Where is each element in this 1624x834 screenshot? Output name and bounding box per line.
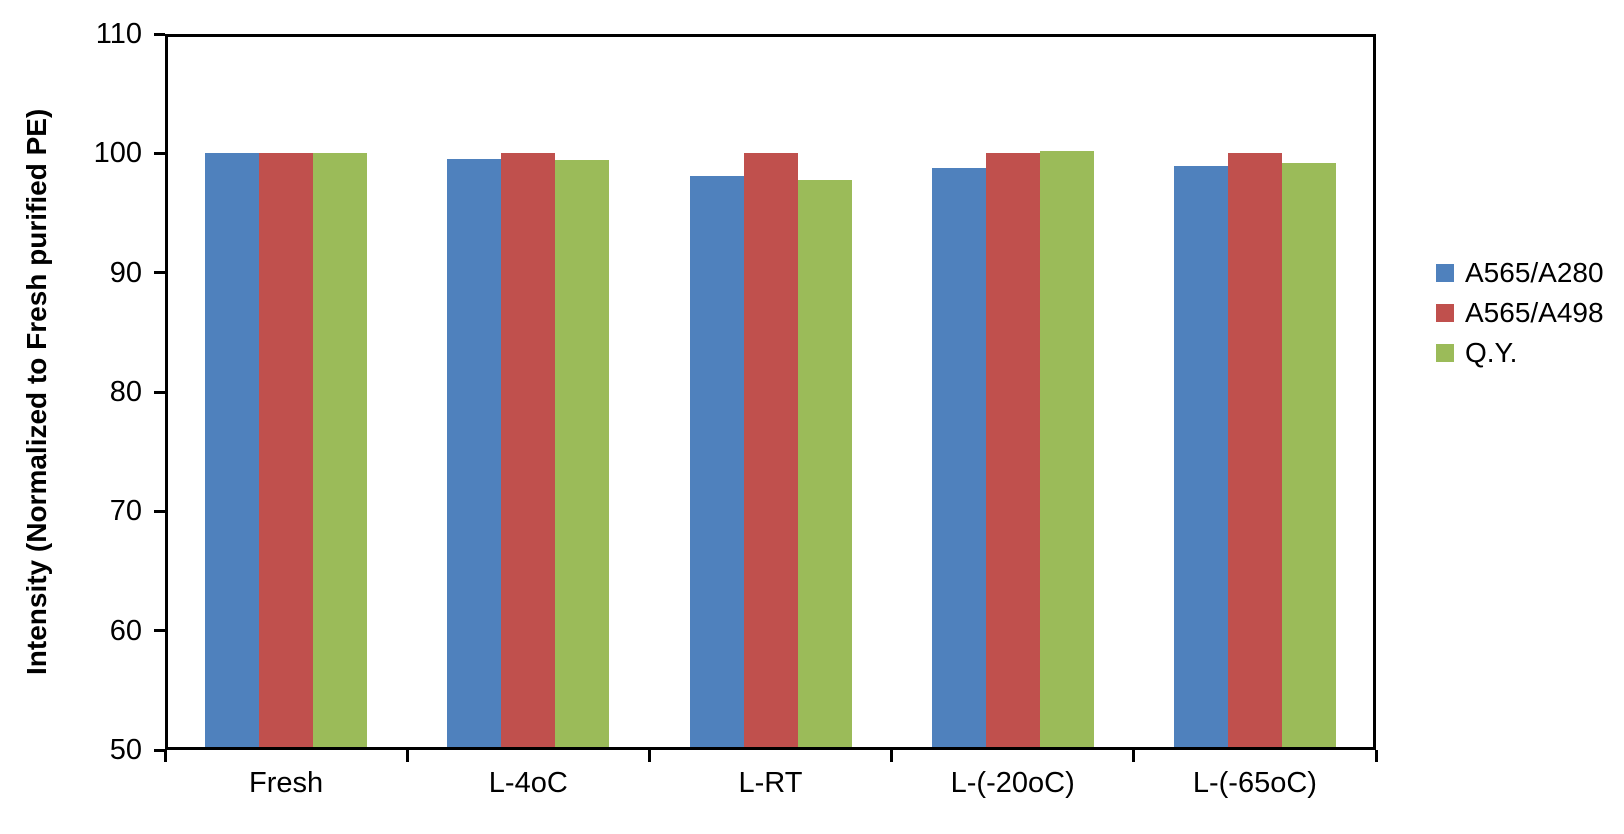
bar-a565a280-3: [689, 176, 744, 750]
bar-qy-4: [1039, 150, 1094, 750]
x-tick: [1132, 750, 1136, 762]
y-tick-label: 100: [93, 137, 142, 170]
bar-a565a280-5: [1173, 166, 1228, 750]
bar-a565a498-2: [501, 153, 556, 750]
bar-qy-1: [313, 153, 368, 750]
bar-a565a498-3: [743, 153, 798, 750]
legend-label: A565/A280: [1465, 257, 1604, 288]
x-tick: [405, 750, 409, 762]
legend-label: Q.Y.: [1465, 337, 1518, 368]
x-category-label: L-(-20oC): [950, 767, 1075, 799]
bar-a565a280-1: [205, 153, 260, 750]
y-tick-label: 110: [95, 18, 142, 50]
y-tick-label: 70: [109, 495, 142, 528]
x-tick: [1374, 750, 1378, 762]
x-tick: [890, 750, 894, 762]
y-tick: [154, 629, 165, 633]
legend-swatch-icon: [1436, 264, 1454, 282]
bar-qy-2: [555, 160, 610, 750]
x-category-label: Fresh: [249, 767, 324, 799]
x-tick: [647, 750, 651, 762]
x-category-label: L-(-65oC): [1192, 767, 1317, 799]
y-tick-label: 90: [109, 256, 142, 289]
y-tick: [154, 271, 165, 275]
bar-qy-5: [1281, 162, 1336, 750]
bar-a565a498-4: [985, 153, 1040, 750]
legend-swatch-icon: [1436, 344, 1454, 362]
y-tick-label: 50: [109, 734, 142, 766]
y-tick: [154, 509, 165, 513]
y-tick: [154, 151, 165, 155]
y-tick: [154, 32, 165, 36]
x-tick: [163, 750, 167, 762]
bar-a565a498-5: [1227, 153, 1282, 750]
bar-a565a280-2: [447, 159, 502, 750]
bar-a565a280-4: [931, 167, 986, 750]
y-tick: [154, 748, 165, 752]
y-tick-label: 60: [109, 614, 142, 647]
bar-a565a498-1: [259, 153, 314, 750]
y-tick-label: 80: [109, 376, 142, 408]
legend-item: Q.Y.: [1436, 333, 1604, 373]
legend-item: A565/A280: [1436, 253, 1604, 293]
legend-label: A565/A498: [1465, 297, 1604, 328]
legend: A565/A280 A565/A498 Q.Y.: [1436, 253, 1604, 373]
x-category-label: L-4oC: [488, 767, 568, 799]
y-tick: [154, 390, 165, 394]
legend-swatch-icon: [1436, 304, 1454, 322]
bar-qy-3: [797, 179, 852, 750]
x-category-label: L-RT: [738, 767, 803, 799]
legend-item: A565/A498: [1436, 293, 1604, 333]
